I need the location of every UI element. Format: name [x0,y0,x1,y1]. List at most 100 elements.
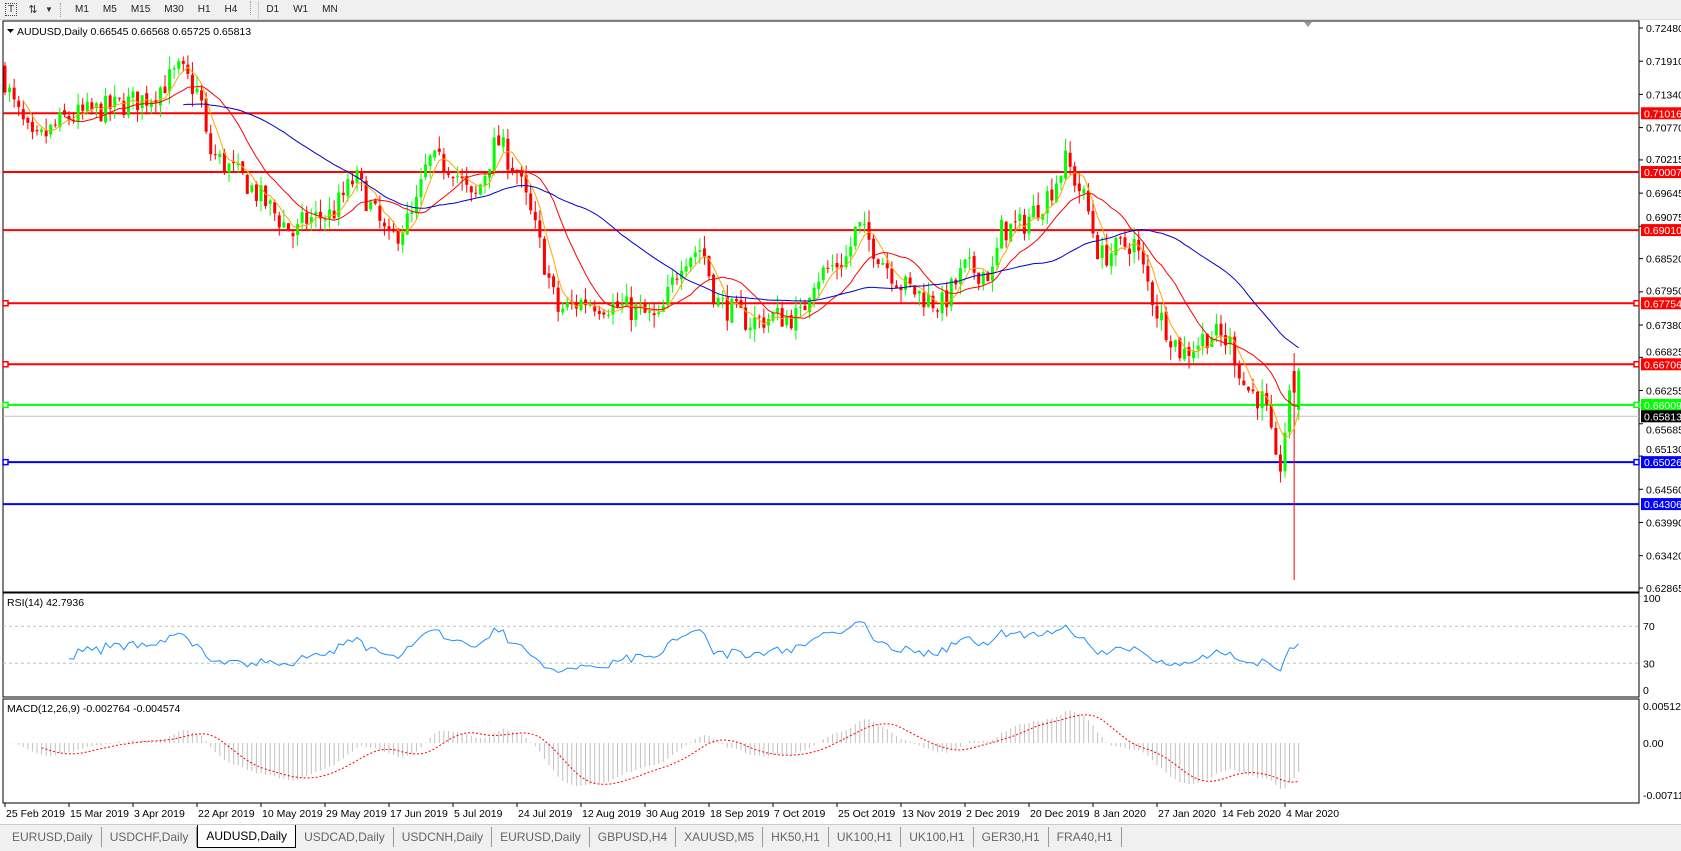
candle-body [1214,323,1218,336]
price-tag-bg [1641,498,1681,511]
candle [542,236,546,276]
candle-body [113,96,117,108]
candle-body [785,315,789,326]
candle [314,200,318,228]
price-axis-label: 0.65130 [1646,444,1681,456]
candle [803,299,807,311]
candle-body [1242,380,1246,386]
candle [501,128,505,153]
candle-body [1265,392,1269,405]
candle-body [1260,391,1264,409]
line-handle-icon[interactable] [1633,361,1640,368]
candle [1132,227,1136,264]
line-handle-icon[interactable] [1633,458,1640,466]
candle [1182,336,1186,362]
candle [995,237,999,271]
candle [821,265,825,284]
candle-body [986,272,990,282]
timeframe-m5[interactable]: M5 [102,3,117,15]
macd-label: MACD(12,26,9) -0.002764 -0.004574 [7,703,181,715]
candle-body [926,294,930,307]
candle [291,230,295,249]
timeframe-mn[interactable]: MN [322,3,338,15]
candle-body [296,224,300,236]
price-tag-bg [1641,297,1681,310]
timeframe-m15[interactable]: M15 [130,3,151,15]
candle-body [488,169,492,178]
tab-audusd-daily[interactable]: AUDUSD,Daily [197,825,297,848]
candle-body [648,311,652,313]
candle-body [1059,176,1063,183]
candle-body [117,97,121,99]
candle [616,292,620,309]
collapse-triangle-icon[interactable] [7,29,14,33]
candle-body [1173,340,1177,347]
candle [1297,367,1301,420]
candle-body [1082,188,1086,194]
candle-body [309,217,313,223]
tab-hk50-h1[interactable]: HK50,H1 [763,827,829,847]
line-handle-icon[interactable] [1633,401,1640,409]
candle [1173,339,1177,353]
candle [1260,379,1264,421]
tab-eurusd-daily[interactable]: EURUSD,Daily [4,827,102,847]
line-handle-icon[interactable] [2,401,9,409]
tab-usdcnh-daily[interactable]: USDCNH,Daily [394,827,493,847]
timeframe-w1[interactable]: W1 [293,3,309,15]
line-handle-icon[interactable] [2,300,9,307]
candle [1283,422,1287,478]
candle [296,218,300,247]
price-axis-label: 0.69645 [1646,188,1681,200]
candle [1269,394,1273,430]
tab-fra40-h1[interactable]: FRA40,H1 [1049,827,1122,847]
tab-gbpusd-h4[interactable]: GBPUSD,H4 [590,827,677,847]
candle [908,272,912,288]
date-axis-label: 12 Aug 2019 [582,808,641,820]
chart-window[interactable]: 0.72480 0.71910 0.71340 0.70770 0.70215 0.696… [0,0,1681,824]
tab-usdcad-daily[interactable]: USDCAD,Daily [296,827,394,847]
candle-body [529,193,533,211]
candle-body [1178,338,1182,359]
candle-body [154,100,158,104]
candle [346,170,350,202]
line-handle-icon[interactable] [1633,300,1640,307]
timeframe-h4[interactable]: H4 [224,3,238,15]
candle-body [702,248,706,257]
candle-body [149,101,153,108]
price-tag-bg [1641,456,1681,469]
tab-uk100-h1[interactable]: UK100,H1 [829,827,902,847]
line-handle-icon[interactable] [2,458,9,466]
timeframe-d1[interactable]: D1 [258,0,286,19]
timeframe-m1[interactable]: M1 [75,3,89,15]
timeframe-h1[interactable]: H1 [197,3,211,15]
chart-shift-marker-icon[interactable] [1304,22,1312,27]
candle-body [323,219,327,221]
candle-body [913,285,917,295]
arrows-tool-icon[interactable]: ⇅ [28,4,38,16]
candle-body [433,150,437,158]
candle [58,107,62,132]
tab-ger30-h1[interactable]: GER30,H1 [974,827,1049,847]
candle-body [172,68,176,70]
candle [867,210,871,252]
candle [926,282,930,308]
tab-xauusd-m5[interactable]: XAUUSD,M5 [676,827,764,847]
tab-eurusd-daily[interactable]: EURUSD,Daily [492,827,590,847]
candle-body [762,317,766,328]
timeframe-m30[interactable]: M30 [164,3,184,15]
tab-usdchf-daily[interactable]: USDCHF,Daily [102,827,198,847]
candle-body [478,184,482,195]
dropdown-triangle-icon[interactable]: ▼ [45,5,53,14]
text-tool-icon[interactable]: T [0,1,22,19]
candle-body [853,226,857,247]
candle-body [904,276,908,290]
candle-body [200,90,204,101]
candle [474,185,478,198]
candle [53,119,57,128]
line-handle-icon[interactable] [2,361,9,368]
candle-body [291,233,295,237]
candle [1091,200,1095,238]
tab-uk100-h1[interactable]: UK100,H1 [901,827,974,847]
candle-body [1182,348,1186,360]
candle-body [606,314,610,317]
